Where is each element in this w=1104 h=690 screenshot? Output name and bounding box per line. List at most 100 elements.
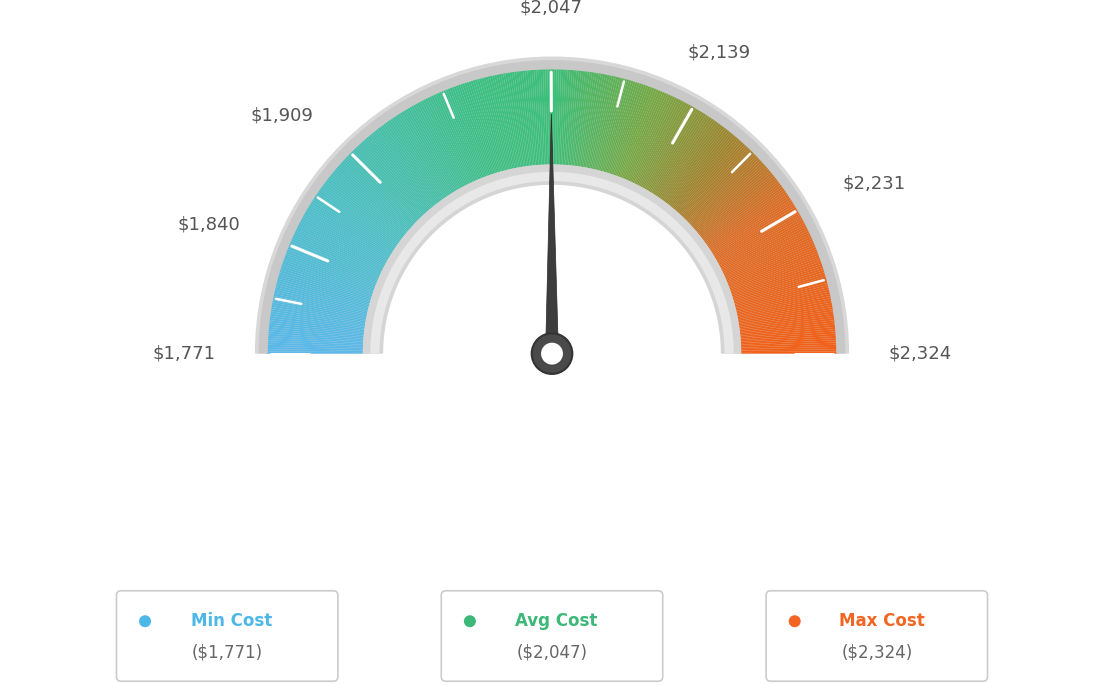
- Wedge shape: [657, 116, 713, 197]
- Circle shape: [532, 333, 572, 374]
- Wedge shape: [633, 95, 676, 183]
- Wedge shape: [340, 159, 413, 226]
- Wedge shape: [475, 78, 502, 172]
- Wedge shape: [491, 74, 513, 168]
- Wedge shape: [604, 78, 631, 172]
- FancyBboxPatch shape: [766, 591, 988, 681]
- Wedge shape: [489, 74, 512, 169]
- Text: Max Cost: Max Cost: [839, 612, 924, 630]
- Wedge shape: [588, 73, 611, 168]
- Wedge shape: [655, 113, 709, 195]
- Wedge shape: [741, 349, 838, 352]
- Wedge shape: [729, 253, 820, 288]
- Wedge shape: [363, 164, 741, 354]
- Wedge shape: [726, 244, 817, 283]
- Wedge shape: [711, 199, 794, 253]
- Wedge shape: [385, 119, 443, 199]
- Wedge shape: [714, 208, 799, 259]
- Polygon shape: [545, 114, 559, 371]
- Wedge shape: [712, 200, 795, 253]
- Wedge shape: [725, 238, 815, 279]
- Wedge shape: [322, 182, 401, 241]
- Wedge shape: [609, 81, 640, 174]
- Wedge shape: [294, 228, 382, 272]
- Wedge shape: [459, 82, 492, 175]
- Wedge shape: [734, 276, 828, 304]
- Wedge shape: [737, 293, 832, 315]
- Wedge shape: [612, 82, 645, 175]
- Wedge shape: [521, 69, 533, 166]
- Wedge shape: [466, 80, 497, 173]
- Wedge shape: [266, 347, 363, 351]
- Wedge shape: [443, 88, 481, 179]
- Wedge shape: [343, 156, 415, 224]
- Wedge shape: [718, 216, 804, 264]
- Wedge shape: [644, 103, 692, 188]
- Wedge shape: [584, 72, 604, 168]
- Wedge shape: [729, 250, 819, 287]
- Wedge shape: [587, 72, 608, 168]
- Wedge shape: [280, 263, 372, 295]
- Wedge shape: [364, 136, 429, 210]
- Wedge shape: [391, 116, 447, 197]
- Wedge shape: [530, 68, 539, 165]
- Wedge shape: [450, 86, 487, 177]
- Wedge shape: [736, 289, 831, 313]
- Wedge shape: [611, 81, 643, 174]
- Wedge shape: [487, 75, 511, 169]
- Wedge shape: [741, 342, 838, 348]
- Wedge shape: [315, 193, 395, 248]
- Wedge shape: [528, 68, 538, 165]
- Wedge shape: [730, 257, 821, 291]
- Wedge shape: [665, 124, 724, 202]
- Wedge shape: [328, 175, 404, 237]
- Wedge shape: [741, 338, 838, 345]
- Wedge shape: [709, 195, 792, 250]
- Wedge shape: [712, 202, 796, 255]
- Wedge shape: [266, 351, 363, 354]
- Wedge shape: [625, 89, 664, 179]
- Wedge shape: [709, 193, 789, 248]
- Wedge shape: [270, 300, 367, 319]
- Wedge shape: [670, 130, 733, 207]
- Text: $2,324: $2,324: [889, 344, 952, 363]
- Wedge shape: [664, 122, 722, 201]
- Wedge shape: [307, 204, 391, 256]
- Wedge shape: [453, 84, 488, 176]
- Wedge shape: [283, 255, 374, 290]
- Wedge shape: [734, 278, 828, 305]
- Wedge shape: [593, 75, 617, 169]
- Wedge shape: [735, 282, 829, 308]
- Wedge shape: [702, 180, 781, 240]
- Wedge shape: [614, 83, 647, 175]
- Wedge shape: [461, 81, 493, 174]
- Wedge shape: [320, 184, 400, 242]
- Wedge shape: [294, 230, 382, 273]
- Wedge shape: [731, 261, 824, 294]
- Wedge shape: [741, 329, 837, 339]
- Wedge shape: [289, 238, 379, 279]
- Wedge shape: [722, 228, 810, 272]
- Wedge shape: [484, 75, 508, 170]
- Wedge shape: [724, 236, 814, 277]
- Wedge shape: [350, 150, 420, 220]
- Wedge shape: [562, 68, 570, 165]
- Wedge shape: [684, 150, 754, 220]
- Wedge shape: [275, 282, 369, 308]
- Wedge shape: [298, 220, 385, 266]
- Wedge shape: [269, 306, 365, 324]
- Wedge shape: [473, 78, 500, 172]
- Wedge shape: [619, 86, 655, 177]
- Wedge shape: [741, 331, 837, 340]
- Text: ($1,771): ($1,771): [192, 644, 263, 662]
- Wedge shape: [272, 295, 367, 317]
- Wedge shape: [295, 226, 383, 270]
- Wedge shape: [733, 270, 826, 299]
- Wedge shape: [537, 68, 543, 165]
- Wedge shape: [282, 259, 373, 293]
- Wedge shape: [733, 272, 827, 301]
- Wedge shape: [699, 173, 775, 235]
- Wedge shape: [376, 126, 437, 204]
- Wedge shape: [434, 92, 476, 181]
- Wedge shape: [284, 253, 375, 288]
